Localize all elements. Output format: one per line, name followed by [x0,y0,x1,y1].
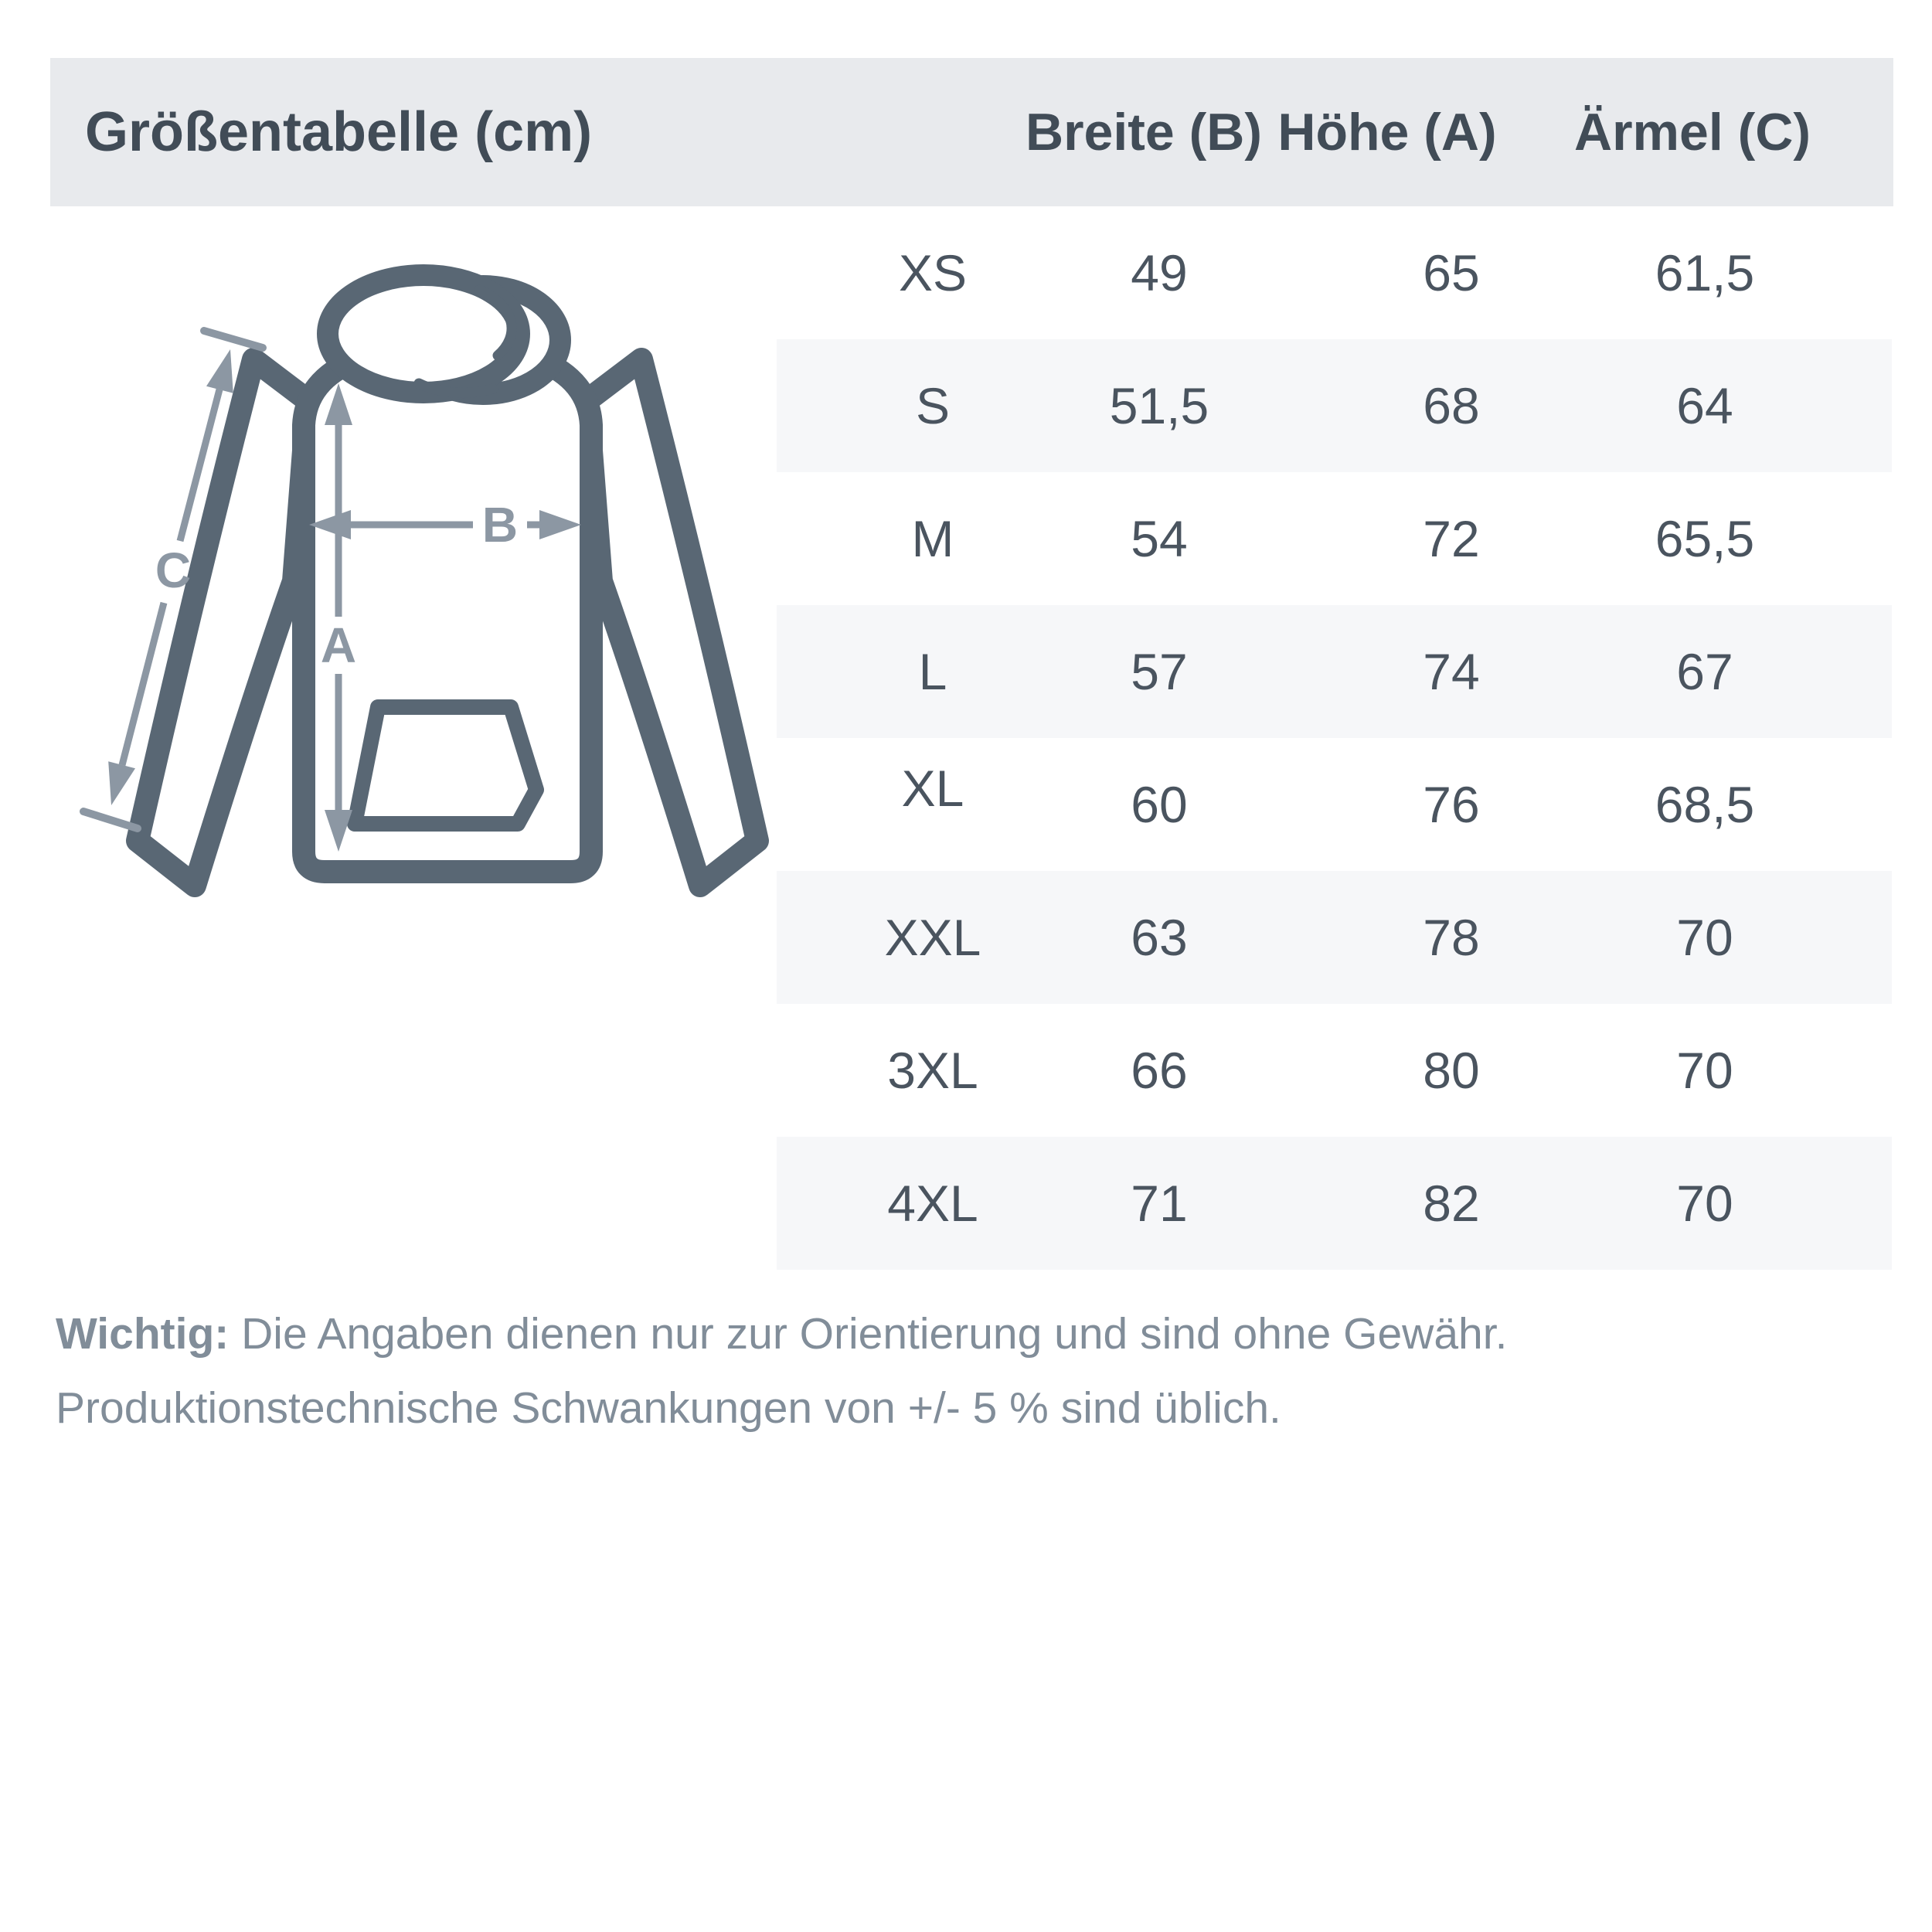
hood-fold-icon [413,378,498,398]
aermel-cell: 70 [1676,1175,1733,1232]
hoehe-cell: 74 [1423,643,1480,700]
table-row: S 51,5 68 64 [777,339,1892,472]
breite-cell: 60 [1131,776,1188,833]
hoehe-cell: 80 [1423,1042,1480,1099]
hoehe-cell: 78 [1423,909,1480,966]
column-header-breite: Breite (B) [1025,103,1263,162]
arrow-down-icon [108,761,135,805]
size-cell: S [915,377,951,434]
hood-fold-icon [474,284,517,361]
arrow-up-icon [325,383,352,425]
measure-line-c [176,388,223,543]
size-cell: XS [898,244,968,301]
aermel-cell: 61,5 [1655,244,1755,301]
pocket-icon [347,699,544,832]
column-header-aermel: Ärmel (C) [1573,103,1811,162]
measure-line-c [118,601,168,767]
breite-cell: 66 [1131,1042,1188,1099]
breite-cell: 51,5 [1109,377,1209,434]
disclaimer-line-2: Produktionstechnische Schwankungen von +… [56,1383,1281,1433]
hoehe-cell: 65 [1423,244,1480,301]
hoehe-cell: 76 [1423,776,1480,833]
aermel-cell: 64 [1676,377,1733,434]
aermel-cell: 67 [1676,643,1733,700]
measure-label-b: B [482,497,518,553]
table-row: 3XL 66 80 70 [777,1004,1892,1137]
size-cell: L [918,643,947,700]
arrow-up-icon [206,349,233,393]
aermel-cell: 70 [1676,1042,1733,1099]
breite-cell: 57 [1131,643,1188,700]
breite-cell: 49 [1131,244,1188,301]
left-sleeve-icon [126,348,319,897]
table-row: XL 60 76 68,5 [777,738,1892,871]
hoodie-diagram: A B C [80,264,769,897]
aermel-cell: 68,5 [1655,776,1755,833]
aermel-cell: 65,5 [1655,510,1755,567]
aermel-cell: 70 [1676,909,1733,966]
column-header-hoehe: Höhe (A) [1277,103,1497,162]
measure-label-c: C [155,543,191,598]
breite-cell: 71 [1131,1175,1188,1232]
disclaimer-text: Die Angaben dienen nur zur Orientierung … [241,1309,1508,1359]
hood-ring-left-icon [317,264,530,403]
table-row: M 54 72 65,5 [777,472,1892,605]
measure-label-a: A [321,617,356,673]
size-cell: XXL [884,909,981,966]
arrow-down-icon [325,810,352,852]
table-row: XS 49 65 61,5 [777,206,1892,339]
table-header: Größentabelle (cm) Breite (B) Höhe (A) Ä… [50,58,1893,206]
disclaimer-bold-label: Wichtig: [56,1309,230,1359]
breite-cell: 54 [1131,510,1188,567]
measure-tick-icon [80,808,141,832]
size-cell: 4XL [887,1175,978,1232]
table-row: L 57 74 67 [777,605,1892,738]
breite-cell: 63 [1131,909,1188,966]
page-title: Größentabelle (cm) [85,101,593,163]
right-sleeve-icon [576,348,769,897]
size-cell: 3XL [887,1042,978,1099]
table-row: 4XL 71 82 70 [777,1137,1892,1270]
table-row: XXL 63 78 70 [777,871,1892,1004]
hoehe-cell: 72 [1423,510,1480,567]
arrow-left-icon [309,510,351,539]
disclaimer-line-1: Wichtig: Die Angaben dienen nur zur Orie… [56,1297,1879,1371]
measure-tick-icon [200,327,267,352]
hoehe-cell: 82 [1423,1175,1480,1232]
disclaimer-note: Wichtig: Die Angaben dienen nur zur Orie… [56,1297,1879,1445]
size-cell: XL [901,760,964,817]
size-cell: M [911,510,954,567]
hoehe-cell: 68 [1423,377,1480,434]
arrow-right-icon [539,510,581,539]
